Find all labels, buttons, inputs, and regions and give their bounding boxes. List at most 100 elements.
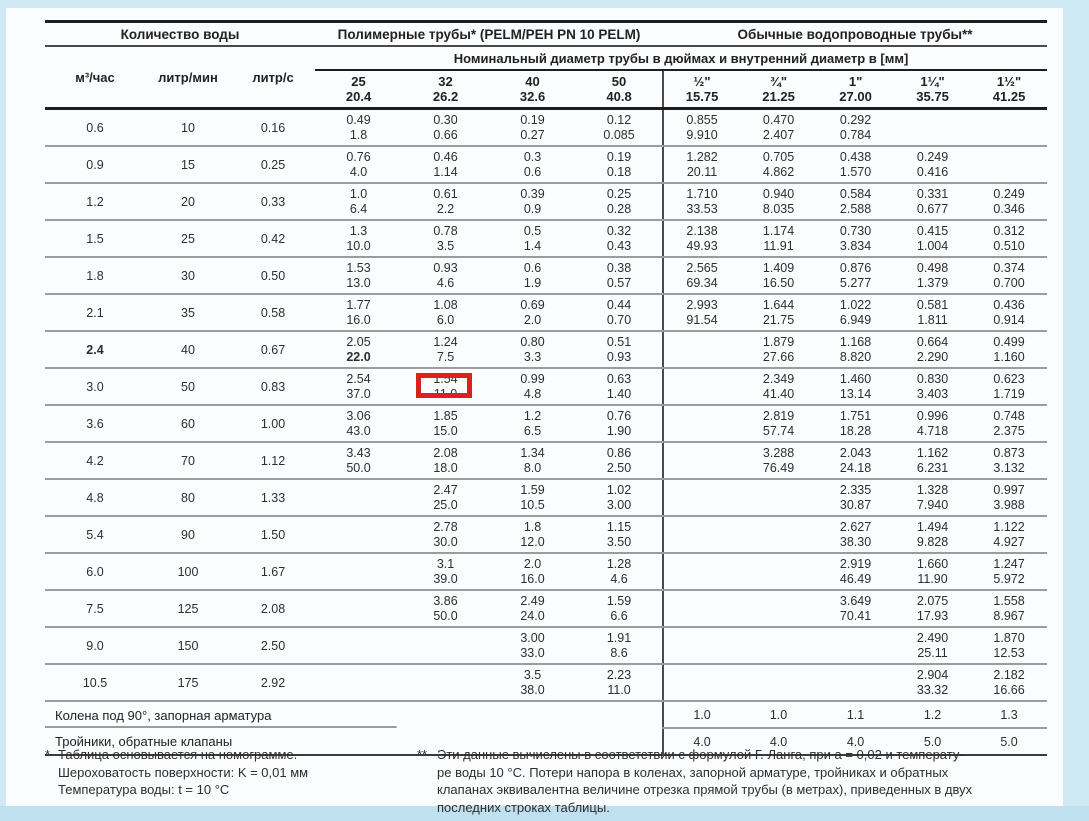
footer-value: 5.0: [1000, 734, 1018, 749]
flow-value: 1.5: [45, 220, 145, 258]
flow-value: 80: [145, 479, 231, 517]
pipe-cell: [894, 108, 972, 147]
pipe-cell: 0.876 5.277: [817, 257, 895, 295]
flow-value: 5.4: [45, 516, 145, 554]
table-row: 1.8 30 0.50 1.53 13.0 0.93 4.6 0.6 1.9 0.38 0.57 2.…: [45, 257, 1048, 295]
footnotes: * Таблица основывается на номограмме. Шер…: [45, 746, 1047, 816]
flow-value: 2.08: [231, 590, 316, 628]
flow-value: 0.83: [231, 368, 316, 406]
pipe-cell: 3.06 43.0: [315, 405, 403, 443]
pipe-cell: [315, 664, 403, 702]
pipe-cell: 0.249 0.416: [894, 146, 972, 184]
table-row: 6.0 100 1.67 3.1 39.0 2.0 16.0 1.28 4.6 2.919 46.4…: [45, 553, 1048, 591]
column-header-m3h: м³/час: [45, 46, 145, 110]
footnote-line: ре воды 10 °C. Потери напора в коленах, …: [437, 764, 949, 780]
flow-value: 1.50: [231, 516, 316, 554]
table-row: 4.2 70 1.12 3.43 50.0 2.08 18.0 1.34 8.0 0.86 2.50…: [45, 442, 1048, 480]
footnote-text: Эти данные вычислены в соответствии с фо…: [437, 746, 972, 816]
pipe-cell: 0.498 1.379: [894, 257, 972, 295]
pipe-cell: 1.644 21.75: [740, 294, 818, 332]
flow-value: 70: [145, 442, 231, 480]
flow-value: 4.8: [45, 479, 145, 517]
pipe-cell: 0.830 3.403: [894, 368, 972, 406]
pipe-cell: 1.328 7.940: [894, 479, 972, 517]
pipe-cell: 1.022 6.949: [817, 294, 895, 332]
pipe-cell: 1.15 3.50: [576, 516, 664, 554]
pipe-column-header: 32 26.2: [402, 70, 490, 110]
pipe-cell: [662, 664, 741, 702]
table-row: 7.5 125 2.08 3.86 50.0 2.49 24.0 1.59 6.6 3.649 70…: [45, 590, 1048, 628]
pipe-cell: 0.6 1.9: [489, 257, 577, 295]
flow-value: 3.6: [45, 405, 145, 443]
table-row: 4.8 80 1.33 2.47 25.0 1.59 10.5 1.02 3.00 2.335 30…: [45, 479, 1048, 517]
pipe-cell: 2.05 22.0: [315, 331, 403, 369]
footnote-line: последних строках таблицы.: [437, 799, 610, 815]
pipe-cell: 2.819 57.74: [740, 405, 818, 443]
flow-value: 15: [145, 146, 231, 184]
pipe-cell: 1.282 20.11: [662, 146, 741, 184]
pipe-cell: 0.997 3.988: [971, 479, 1048, 517]
pipe-cell: 2.075 17.93: [894, 590, 972, 628]
pipe-cell: 1.168 8.820: [817, 331, 895, 369]
pipe-cell: 0.748 2.375: [971, 405, 1048, 443]
pipe-cell: 0.76 4.0: [315, 146, 403, 184]
footer-value: 5.0: [923, 734, 942, 749]
pipe-cell: 1.8 12.0: [489, 516, 577, 554]
pipe-cell: 0.331 0.677: [894, 183, 972, 221]
footer-value: 1.0: [740, 701, 818, 729]
pipe-cell: 3.288 76.49: [740, 442, 818, 480]
flow-value: 150: [145, 627, 231, 665]
pipe-cell: 1.08 6.0: [402, 294, 490, 332]
pipe-cell: 0.470 2.407: [740, 108, 818, 147]
footnote-left: * Таблица основывается на номограмме. Шер…: [45, 746, 417, 816]
pipe-cell: 0.996 4.718: [894, 405, 972, 443]
pipe-cell: [817, 664, 895, 702]
column-header-lmin: литр/мин: [145, 46, 231, 110]
pipe-cell: 1.751 18.28: [817, 405, 895, 443]
pipe-cell: 0.940 8.035: [740, 183, 818, 221]
table-row: 2.4 40 0.67 2.05 22.0 1.24 7.5 0.80 3.3 0.51 0.93 1…: [45, 331, 1048, 369]
pipe-cell: 0.249 0.346: [971, 183, 1048, 221]
diameter-header: Номинальный диаметр трубы в дюймах и вну…: [315, 46, 1048, 71]
pipe-cell: [662, 627, 741, 665]
pipe-cell: 2.23 11.0: [576, 664, 664, 702]
pipe-cell: 1.174 11.91: [740, 220, 818, 258]
document-sheet: Количество воды Полимерные трубы* (PELM/…: [45, 20, 1048, 756]
pipe-cell: 1.870 12.53: [971, 627, 1048, 665]
pipe-cell: 0.19 0.27: [489, 108, 577, 147]
pipe-cell: 2.565 69.34: [662, 257, 741, 295]
pipe-cell: [315, 627, 403, 665]
pipe-cell: 0.39 0.9: [489, 183, 577, 221]
pipe-cell: 1.53 13.0: [315, 257, 403, 295]
table-row: 0.9 15 0.25 0.76 4.0 0.46 1.14 0.3 0.6 0.19 0.18 1.…: [45, 146, 1048, 184]
pipe-cell: [740, 590, 818, 628]
footer-value: 1.2: [894, 701, 972, 729]
pipe-cell: 0.873 3.132: [971, 442, 1048, 480]
pipe-cell: 1.122 4.927: [971, 516, 1048, 554]
footer-label: Колена под 90°, запорная арматура: [45, 701, 664, 728]
table-row: 2.1 35 0.58 1.77 16.0 1.08 6.0 0.69 2.0 0.44 0.70 2…: [45, 294, 1048, 332]
footer-value: 1.1: [817, 701, 895, 729]
flow-value: 0.6: [45, 108, 145, 147]
footnote-line: Шероховатость поверхности: K = 0,01 мм: [58, 764, 309, 780]
table-row: 0.6 10 0.16 0.49 1.8 0.30 0.66 0.19 0.27 0.12 0.08…: [45, 108, 1048, 147]
pipe-cell: 2.627 38.30: [817, 516, 895, 554]
footer-row: Колена под 90°, запорная арматура 1.0 1.0 1…: [45, 701, 1048, 729]
pipe-cell: [662, 442, 741, 480]
pipe-cell: 3.5 38.0: [489, 664, 577, 702]
pipe-cell: 1.85 15.0: [402, 405, 490, 443]
pipe-cell: 0.76 1.90: [576, 405, 664, 443]
flow-value: 4.2: [45, 442, 145, 480]
flow-value: 0.16: [231, 108, 316, 147]
pipe-cell: [740, 627, 818, 665]
flow-value: 100: [145, 553, 231, 591]
pipe-cell: 1.24 7.5: [402, 331, 490, 369]
pipe-cell: 0.705 4.862: [740, 146, 818, 184]
pipe-cell: 0.69 2.0: [489, 294, 577, 332]
pipe-column-header-row: 25 20.4 32 26.2 40 32.6 50 40.8 ½" 15.75 ¾" 21.25 1"…: [45, 70, 1048, 110]
pipe-cell: 2.08 18.0: [402, 442, 490, 480]
flow-value: 1.33: [231, 479, 316, 517]
flow-value: 2.1: [45, 294, 145, 332]
flow-value: 0.9: [45, 146, 145, 184]
pipe-cell: 1.710 33.53: [662, 183, 741, 221]
